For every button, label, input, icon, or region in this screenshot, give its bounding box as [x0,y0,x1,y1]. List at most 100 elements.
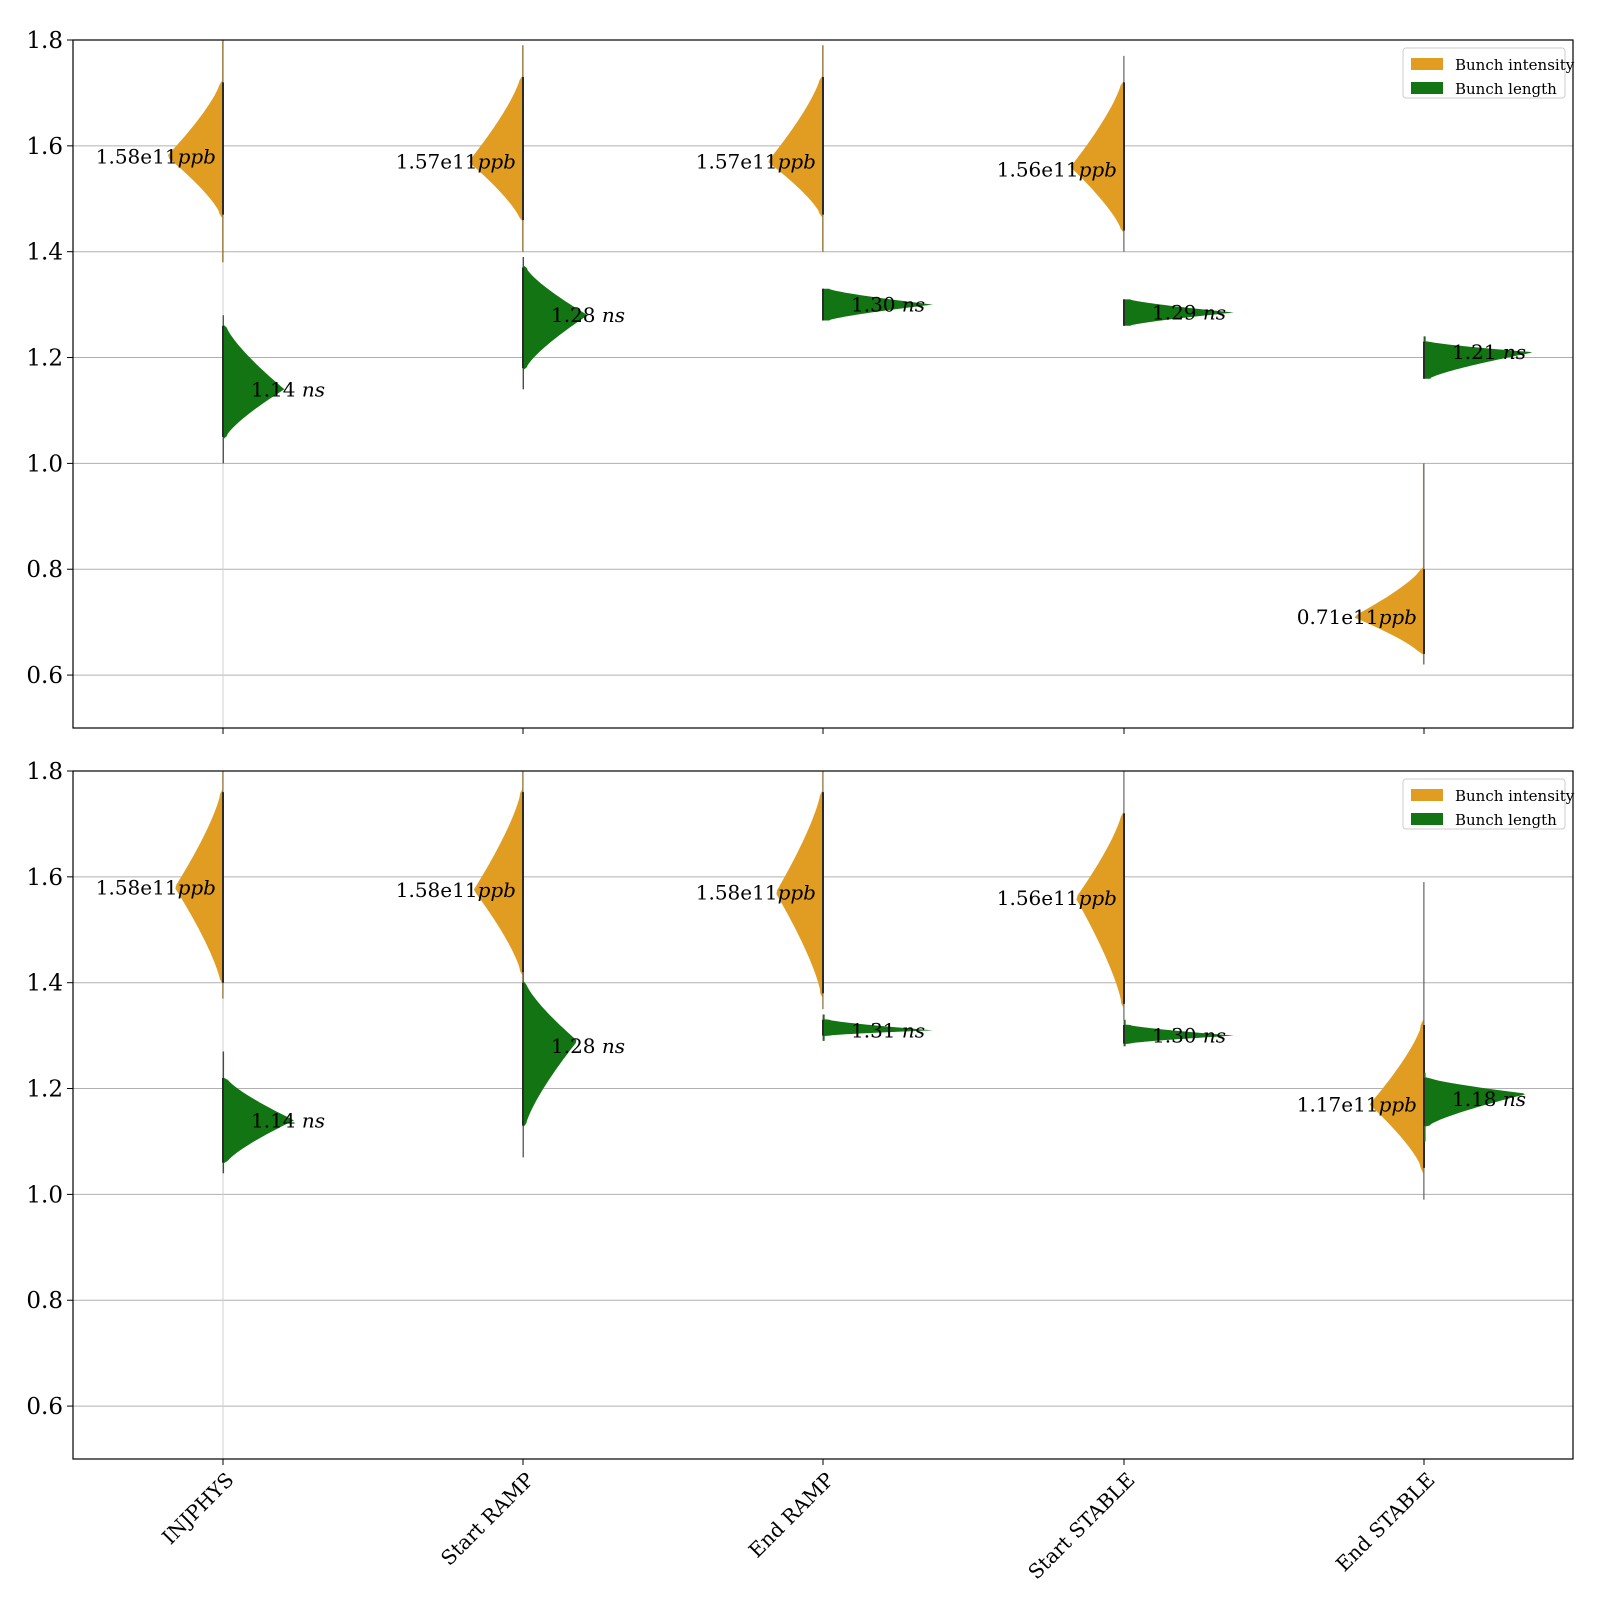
mean-value: 1.58e11 [96,875,178,899]
mean-value: 1.29 [1152,301,1203,325]
mean-unit: ns [1203,1024,1226,1048]
y-tick-label: 0.8 [26,1288,63,1314]
y-tick-label: 1.8 [26,759,63,785]
legend-box [1402,778,1566,830]
mean-value: 1.30 [1152,1024,1203,1048]
mean-unit: ppb [478,150,516,174]
length-mean-label: 1.14 ns [251,377,325,401]
mean-value: 1.14 [251,1108,302,1132]
mean-value: 1.31 [851,1018,902,1042]
intensity-violin [768,45,823,252]
legend-box [1402,47,1566,99]
mean-unit: ns [1203,301,1226,325]
mean-unit: ppb [1379,605,1417,629]
mean-value: 1.30 [851,293,902,317]
intensity-violin [473,771,523,994]
length-violin [523,972,577,1158]
mean-unit: ns [302,377,325,401]
intensity-mean-label: 1.58e11ppb [96,144,216,168]
y-tick-label: 0.6 [26,1394,63,1420]
intensity-violin [175,771,223,999]
length-violin [823,1014,933,1041]
intensity-mean-label: 1.58e11ppb [396,878,516,902]
mean-unit: ns [902,1018,925,1042]
y-tick-label: 1.0 [26,451,63,477]
mean-value: 1.58e11 [696,881,778,905]
x-category-label: INJPHYS [157,1468,238,1549]
mean-value: 1.21 [1452,340,1503,364]
length-violin [223,315,285,464]
mean-unit: ppb [1379,1092,1417,1116]
y-tick-label: 1.4 [26,240,63,266]
panel-1: 0.60.81.01.21.41.61.81.58e11ppb 1.57e11pp… [26,28,1575,734]
mean-unit: ns [602,1034,625,1058]
intensity-mean-label: 0.71e11ppb [1297,605,1417,629]
legend-label: Bunch length [1455,80,1557,98]
y-tick-label: 1.6 [26,865,63,891]
y-tick-label: 0.6 [26,663,63,689]
mean-value: 1.56e11 [997,158,1079,182]
length-violin [1424,336,1533,379]
mean-unit: ns [302,1108,325,1132]
mean-value: 1.18 [1452,1087,1503,1111]
mean-value: 1.58e11 [96,144,178,168]
mean-unit: ns [1503,340,1526,364]
intensity-mean-label: 1.57e11ppb [396,150,516,174]
legend-swatch [1411,58,1443,70]
length-mean-label: 1.30 ns [851,293,925,317]
mean-unit: ns [1503,1087,1526,1111]
mean-value: 1.57e11 [696,150,778,174]
length-violin [523,256,587,390]
legend-label: Bunch intensity [1455,787,1575,805]
intensity-violin [1076,771,1124,1020]
intensity-violin [469,45,523,252]
mean-unit: ns [902,293,925,317]
y-tick-label: 1.6 [26,134,63,160]
intensity-mean-label: 1.58e11ppb [696,881,816,905]
mean-value: 1.57e11 [396,150,478,174]
length-mean-label: 1.21 ns [1452,340,1526,364]
mean-value: 1.17e11 [1297,1092,1379,1116]
y-tick-label: 1.8 [26,28,63,54]
legend-swatch [1411,82,1443,94]
mean-unit: ppb [1079,886,1117,910]
intensity-mean-label: 1.56e11ppb [997,158,1117,182]
mean-unit: ns [602,303,625,327]
mean-unit: ppb [178,875,216,899]
y-tick-label: 1.2 [26,1077,63,1103]
x-category-label: End RAMP [744,1468,839,1563]
mean-value: 0.71e11 [1297,605,1379,629]
mean-unit: ppb [778,150,816,174]
mean-value: 1.56e11 [997,886,1079,910]
intensity-violin [1354,463,1424,665]
legend-swatch [1411,813,1443,825]
plot-frame [72,770,1574,1460]
y-tick-label: 1.2 [26,346,63,372]
x-category-label: Start RAMP [436,1468,539,1571]
length-violin [1124,1019,1234,1047]
length-violin [1424,1072,1525,1142]
mean-value: 1.28 [551,1034,602,1058]
x-category-label: Start STABLE [1023,1468,1139,1584]
legend-label: Bunch intensity [1455,56,1575,74]
mean-unit: ppb [778,881,816,905]
mean-unit: ppb [478,878,516,902]
length-mean-label: 1.18 ns [1452,1087,1526,1111]
x-category-label: End STABLE [1331,1468,1440,1577]
length-mean-label: 1.28 ns [551,1034,625,1058]
length-mean-label: 1.29 ns [1152,301,1226,325]
intensity-mean-label: 1.58e11ppb [96,875,216,899]
length-violin [823,288,933,321]
intensity-violin [776,771,823,1010]
intensity-mean-label: 1.17e11ppb [1297,1092,1417,1116]
mean-value: 1.28 [551,303,602,327]
legend-label: Bunch length [1455,811,1557,829]
mean-unit: ppb [178,144,216,168]
length-mean-label: 1.30 ns [1152,1024,1226,1048]
mean-value: 1.58e11 [396,878,478,902]
y-tick-label: 1.0 [26,1182,63,1208]
intensity-violin [1369,882,1424,1200]
panel-2: 0.60.81.01.21.41.61.81.58e11ppb 1.58e11pp… [26,759,1574,1584]
intensity-violin [1070,55,1124,252]
mean-unit: ppb [1079,158,1117,182]
